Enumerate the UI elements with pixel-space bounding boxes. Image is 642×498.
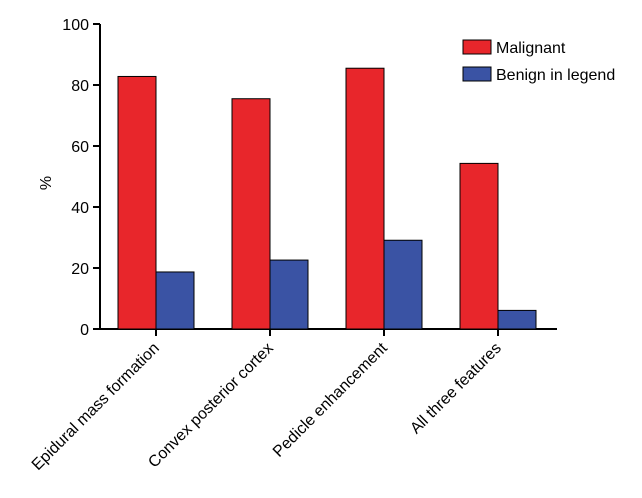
legend-swatch xyxy=(462,66,492,82)
category-label: All three features xyxy=(407,340,505,438)
bar-malignant-3 xyxy=(459,162,499,330)
bar-malignant-1 xyxy=(231,98,271,330)
y-tick-labels: 0 20 40 60 80 100 xyxy=(62,17,89,339)
y-tick-label: 60 xyxy=(71,139,89,156)
category-label: Epidural mass formation xyxy=(29,340,163,474)
bar-benign-2 xyxy=(383,239,423,330)
category-label: Pedicle enhancement xyxy=(270,339,391,460)
category-label: Convex posterior cortex xyxy=(145,340,276,471)
bar-benign-0 xyxy=(155,271,195,330)
bars xyxy=(117,67,537,330)
bar-malignant-2 xyxy=(345,67,385,330)
bar-benign-3 xyxy=(497,309,537,330)
y-tick-label: 100 xyxy=(62,17,89,34)
legend: Malignant Benign in legend xyxy=(462,39,615,84)
bar-benign-1 xyxy=(269,259,309,330)
y-axis-title: % xyxy=(38,176,55,190)
legend-label: Benign in legend xyxy=(496,67,615,84)
bar-malignant-0 xyxy=(117,75,157,330)
y-tick-label: 0 xyxy=(80,322,89,339)
y-tick-label: 20 xyxy=(71,261,89,278)
legend-swatch xyxy=(462,39,492,55)
y-tick-label: 80 xyxy=(71,78,89,95)
legend-label: Malignant xyxy=(496,40,566,57)
y-tick-label: 40 xyxy=(71,200,89,217)
